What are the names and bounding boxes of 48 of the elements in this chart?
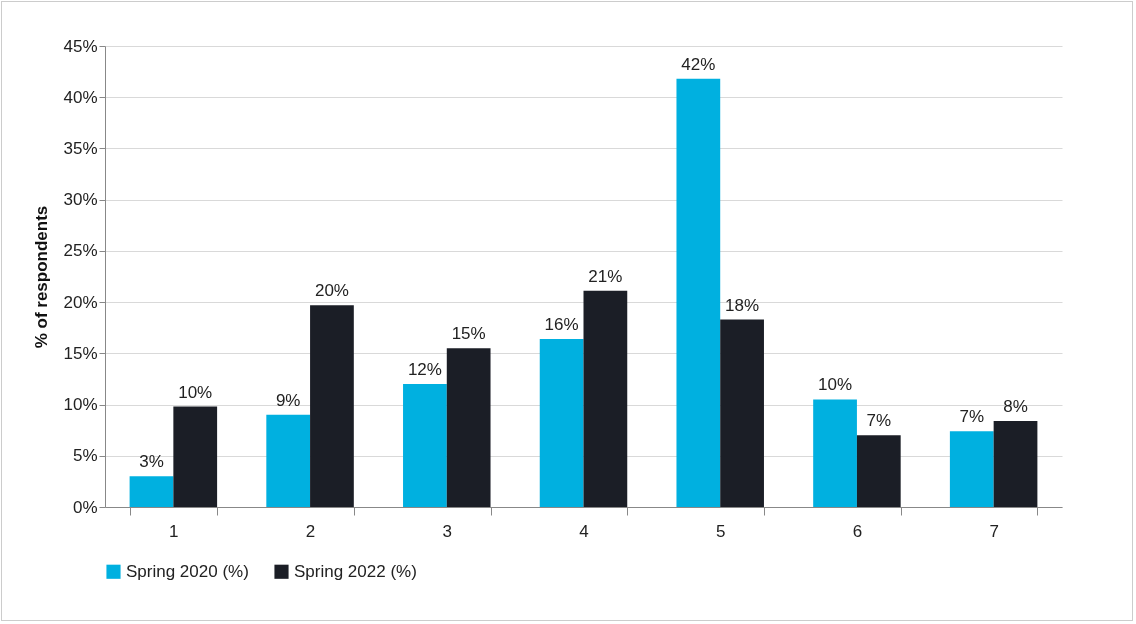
data-label: 8% xyxy=(1003,396,1028,416)
legend-label: Spring 2022 (%) xyxy=(294,561,417,581)
bar xyxy=(583,290,628,507)
data-label: 21% xyxy=(588,266,623,286)
legend-label: Spring 2020 (%) xyxy=(126,561,249,581)
y-tick-label: 30% xyxy=(63,190,98,210)
y-tick-label: 25% xyxy=(63,241,98,261)
y-axis-title: % of respondents xyxy=(32,205,52,349)
x-tick-label: 6 xyxy=(852,521,863,541)
bar xyxy=(266,414,311,507)
bar xyxy=(446,348,491,507)
bar xyxy=(310,305,354,507)
data-label: 18% xyxy=(725,295,760,315)
data-label: 15% xyxy=(451,324,486,344)
bar xyxy=(856,435,901,507)
x-tick-label: 2 xyxy=(305,521,316,541)
bar xyxy=(129,476,174,507)
y-tick-label: 15% xyxy=(63,343,98,363)
x-tick-label: 5 xyxy=(715,521,726,541)
data-label: 7% xyxy=(866,411,892,431)
y-tick-label: 10% xyxy=(63,395,98,415)
data-label: 10% xyxy=(178,382,213,402)
y-tick-label: 40% xyxy=(63,87,98,107)
bar xyxy=(403,384,447,507)
y-tick-label: 20% xyxy=(63,292,98,312)
bar xyxy=(539,338,584,507)
data-label: 16% xyxy=(544,314,579,334)
y-tick-label: 5% xyxy=(72,446,98,466)
data-label: 3% xyxy=(139,452,164,472)
y-tick-label: 45% xyxy=(63,36,98,56)
bar xyxy=(720,319,764,507)
data-label: 42% xyxy=(681,54,716,74)
data-label: 10% xyxy=(818,375,853,395)
x-tick-label: 4 xyxy=(579,521,589,541)
bar xyxy=(813,399,857,507)
x-tick-label: 1 xyxy=(169,521,179,541)
y-tick-label: 0% xyxy=(72,497,98,517)
data-label: 20% xyxy=(314,281,349,301)
x-tick-label: 3 xyxy=(442,521,453,541)
bar xyxy=(676,78,721,507)
bar xyxy=(949,431,994,507)
data-label: 9% xyxy=(275,390,301,410)
bar xyxy=(993,420,1038,507)
data-label: 7% xyxy=(959,407,985,427)
x-tick-label: 7 xyxy=(989,521,999,541)
y-tick-label: 35% xyxy=(63,138,98,158)
data-label: 12% xyxy=(407,360,442,380)
bar xyxy=(173,406,218,507)
